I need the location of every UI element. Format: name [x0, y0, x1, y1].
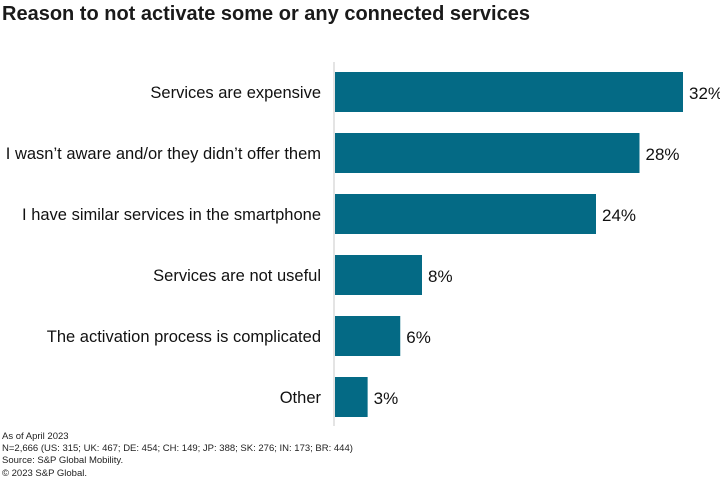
- bar-2: [335, 133, 640, 173]
- bar-6: [335, 377, 368, 417]
- footer-source: Source: S&P Global Mobility.: [2, 455, 124, 467]
- category-label-2: I wasn’t aware and/or they didn’t offer …: [6, 145, 321, 163]
- chart-footer: As of April 2023 N=2,666 (US: 315; UK: 4…: [2, 431, 353, 480]
- value-label-2: 28%: [646, 145, 680, 164]
- footer-sample-size: N=2,666 (US: 315; UK: 467; DE: 454; CH: …: [2, 443, 353, 455]
- value-label-4: 8%: [428, 267, 453, 286]
- category-label-1: Services are expensive: [150, 84, 321, 102]
- value-label-5: 6%: [406, 328, 431, 347]
- value-label-1: 32%: [689, 84, 720, 103]
- bar-1: [335, 72, 683, 112]
- category-label-5: The activation process is complicated: [47, 328, 321, 346]
- bar-4: [335, 255, 422, 295]
- category-label-3: I have similar services in the smartphon…: [22, 206, 321, 224]
- bars-layer: Services are expensive 32% I wasn’t aware …: [6, 72, 720, 417]
- bar-5: [335, 316, 401, 356]
- category-label-6: Other: [280, 389, 322, 407]
- chart-title: Reason to not activate some or any conne…: [2, 3, 530, 25]
- category-label-4: Services are not useful: [153, 267, 321, 285]
- footer-date: As of April 2023: [2, 431, 69, 442]
- value-label-3: 24%: [602, 206, 636, 225]
- bar-3: [335, 194, 596, 234]
- value-label-6: 3%: [374, 389, 399, 408]
- footer-copyright: © 2023 S&P Global.: [2, 467, 87, 479]
